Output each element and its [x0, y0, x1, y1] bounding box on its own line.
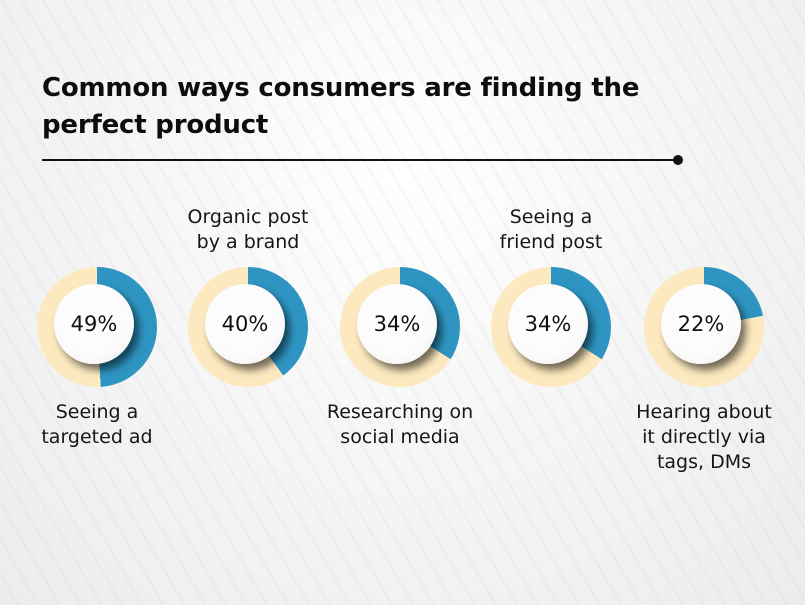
donut-value: 40%: [205, 284, 285, 364]
donut-label-line: it directly via: [642, 426, 766, 448]
donut-value: 49%: [54, 284, 134, 364]
donut-label-line: Seeing a: [55, 401, 139, 423]
donut-value: 22%: [661, 284, 741, 364]
donut-label: Organic post by a brand: [153, 205, 343, 255]
divider-end-dot: [673, 155, 683, 165]
donut-label-line: Hearing about: [636, 401, 772, 423]
donut-label: Hearing about it directly via tags, DMs: [609, 400, 799, 475]
chart-title: Common ways consumers are finding the pe…: [42, 73, 640, 140]
donut-label-line: Organic post: [187, 206, 309, 228]
donut-label-line: by a brand: [196, 231, 300, 253]
title-divider: [42, 159, 676, 161]
donut-label-line: targeted ad: [41, 426, 153, 448]
donut-label: Seeing a friend post: [456, 205, 646, 255]
donut-label-line: tags, DMs: [656, 451, 752, 473]
donut-label-line: Seeing a: [509, 206, 593, 228]
donut-label: Seeing a targeted ad: [2, 400, 192, 450]
donut-value: 34%: [508, 284, 588, 364]
donut-label-line: Researching on: [326, 401, 474, 423]
donut-label-line: friend post: [499, 231, 603, 253]
donut-label-line: social media: [340, 426, 460, 448]
donut-label: Researching on social media: [305, 400, 495, 450]
donut-value: 34%: [357, 284, 437, 364]
